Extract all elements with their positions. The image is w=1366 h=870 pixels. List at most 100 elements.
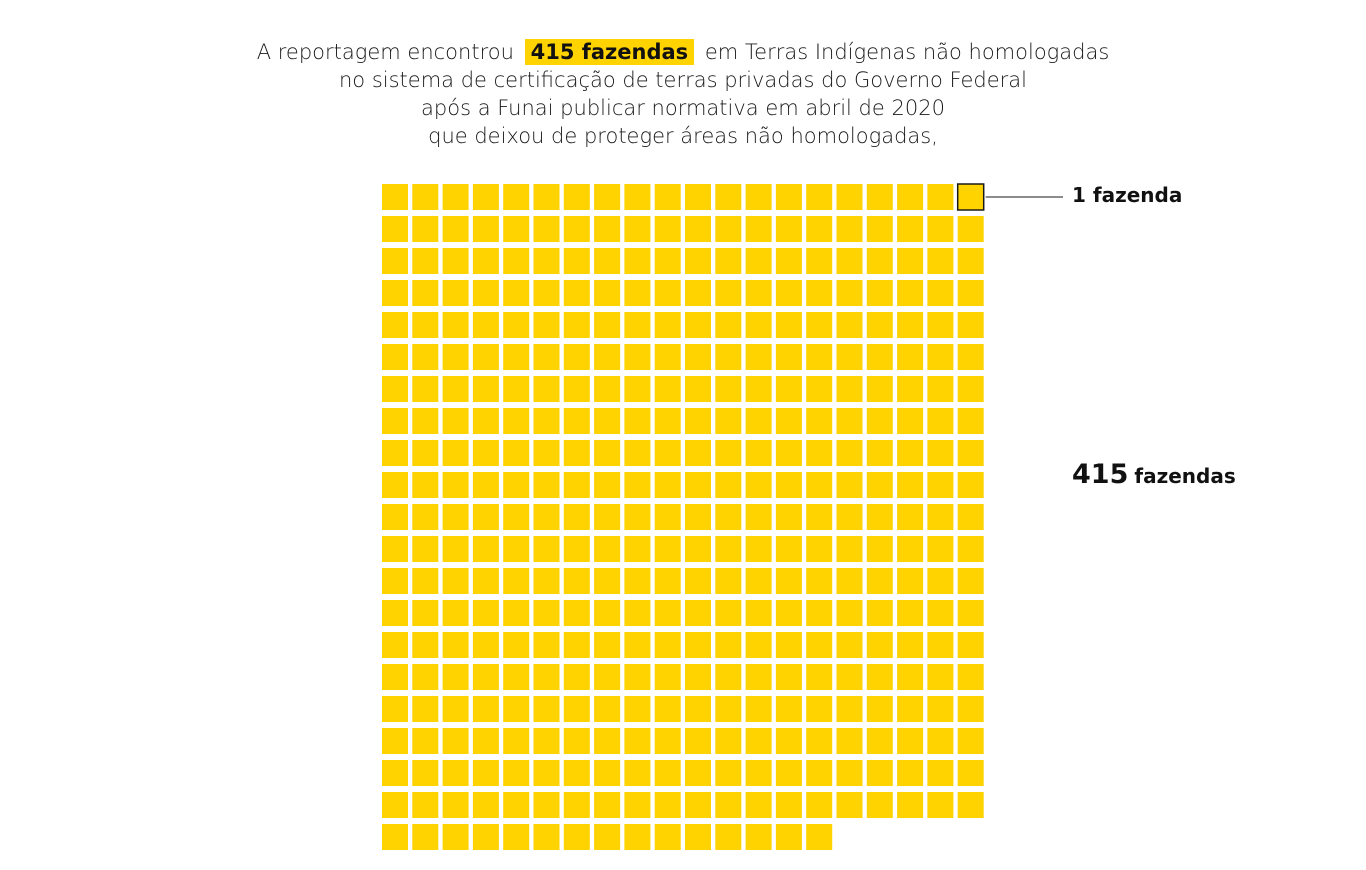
waffle-square — [775, 664, 802, 690]
waffle-square — [654, 504, 681, 530]
waffle-square — [745, 184, 772, 210]
waffle-square — [957, 344, 984, 370]
waffle-square — [685, 792, 711, 818]
waffle-square — [442, 632, 469, 658]
waffle-square — [745, 760, 772, 786]
waffle-square — [563, 664, 590, 690]
waffle-square — [654, 696, 681, 722]
waffle-square — [927, 312, 954, 338]
waffle-square — [745, 824, 772, 850]
waffle-square — [442, 536, 469, 562]
waffle-square — [927, 664, 954, 690]
waffle-square — [775, 568, 802, 594]
waffle-square — [806, 664, 833, 690]
waffle-square — [897, 728, 924, 754]
waffle-square — [836, 760, 863, 786]
waffle-square — [442, 248, 469, 274]
waffle-square — [382, 184, 408, 210]
waffle-square — [503, 696, 530, 722]
waffle-square — [654, 536, 681, 562]
waffle-square — [382, 408, 408, 434]
waffle-square — [745, 536, 772, 562]
waffle-square — [745, 472, 772, 498]
waffle-square — [472, 504, 499, 530]
waffle-square — [442, 184, 469, 210]
waffle-square — [533, 440, 560, 466]
waffle-square — [412, 824, 439, 850]
waffle-square — [472, 440, 499, 466]
waffle-square — [382, 344, 408, 370]
waffle-square — [927, 728, 954, 754]
waffle-square — [927, 440, 954, 466]
waffle-square — [715, 536, 742, 562]
waffle-square — [775, 728, 802, 754]
waffle-square — [866, 728, 893, 754]
waffle-square — [472, 344, 499, 370]
waffle-square — [412, 248, 439, 274]
waffle-square — [472, 536, 499, 562]
waffle-square — [533, 184, 560, 210]
waffle-square — [715, 504, 742, 530]
waffle-square — [533, 312, 560, 338]
waffle-square — [442, 760, 469, 786]
waffle-square — [806, 728, 833, 754]
waffle-square — [624, 696, 651, 722]
waffle-square — [533, 504, 560, 530]
waffle-square — [412, 696, 439, 722]
waffle-square — [745, 600, 772, 626]
waffle-square — [624, 600, 651, 626]
waffle-square — [624, 760, 651, 786]
waffle-square — [927, 280, 954, 306]
waffle-square — [685, 760, 711, 786]
waffle-square — [745, 280, 772, 306]
waffle-square — [897, 504, 924, 530]
waffle-square — [563, 184, 590, 210]
waffle-square — [412, 440, 439, 466]
waffle-square — [382, 824, 408, 850]
waffle-square — [806, 216, 833, 242]
waffle-square — [624, 312, 651, 338]
waffle-square — [927, 344, 954, 370]
waffle-square — [654, 376, 681, 402]
waffle-square — [654, 632, 681, 658]
waffle-square — [745, 728, 772, 754]
waffle-square — [866, 280, 893, 306]
waffle-square — [563, 312, 590, 338]
waffle-square — [866, 216, 893, 242]
waffle-square — [503, 536, 530, 562]
waffle-square — [472, 728, 499, 754]
waffle-square — [957, 536, 984, 562]
waffle-square — [533, 632, 560, 658]
waffle-square — [503, 344, 530, 370]
waffle-square — [685, 440, 711, 466]
waffle-square — [624, 344, 651, 370]
waffle-square — [715, 600, 742, 626]
waffle-square — [685, 664, 711, 690]
waffle-square — [533, 248, 560, 274]
waffle-square — [806, 184, 833, 210]
waffle-square — [927, 504, 954, 530]
waffle-square — [927, 408, 954, 434]
waffle-square — [624, 632, 651, 658]
waffle-square — [957, 216, 984, 242]
waffle-square — [685, 312, 711, 338]
waffle-square — [806, 632, 833, 658]
waffle-square — [624, 440, 651, 466]
waffle-square — [806, 504, 833, 530]
waffle-square — [806, 696, 833, 722]
waffle-square — [897, 664, 924, 690]
waffle-square — [806, 280, 833, 306]
waffle-square — [715, 312, 742, 338]
waffle-square — [897, 760, 924, 786]
waffle-square — [836, 536, 863, 562]
waffle-square — [442, 376, 469, 402]
waffle-square — [624, 728, 651, 754]
waffle-square — [715, 216, 742, 242]
waffle-square — [533, 280, 560, 306]
waffle-square — [957, 696, 984, 722]
waffle-square — [654, 184, 681, 210]
waffle-square — [836, 344, 863, 370]
waffle-square — [503, 760, 530, 786]
waffle-square — [654, 664, 681, 690]
waffle-square — [503, 280, 530, 306]
